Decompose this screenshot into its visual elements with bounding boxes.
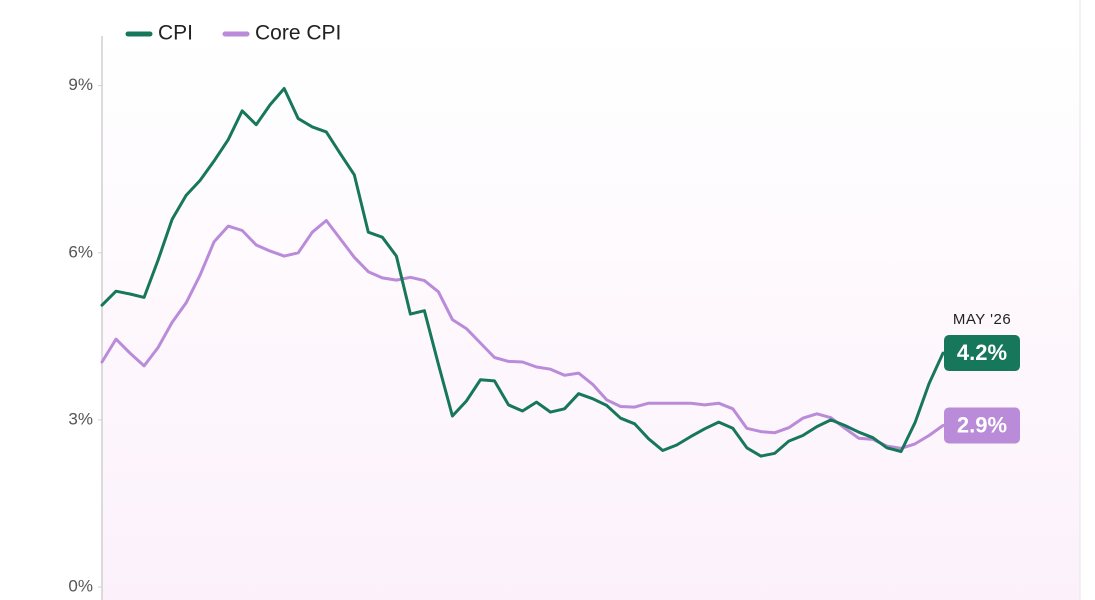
y-tick-label: 0% [68, 576, 93, 595]
y-tick-label: 3% [68, 409, 93, 428]
category-label: MAY '26 [953, 311, 1011, 328]
end-label: 4.2% [957, 340, 1007, 365]
line-series [100, 219, 945, 450]
y-tick-label: 9% [68, 75, 93, 94]
legend-label: CPI [158, 22, 193, 45]
y-tick-label: 6% [68, 242, 93, 261]
end-label-box [944, 335, 1020, 372]
end-label: 2.9% [957, 412, 1007, 437]
end-label-box [944, 407, 1020, 444]
line-series [100, 87, 945, 458]
plot-background [102, 36, 1080, 600]
legend-label: Core CPI [255, 22, 341, 45]
